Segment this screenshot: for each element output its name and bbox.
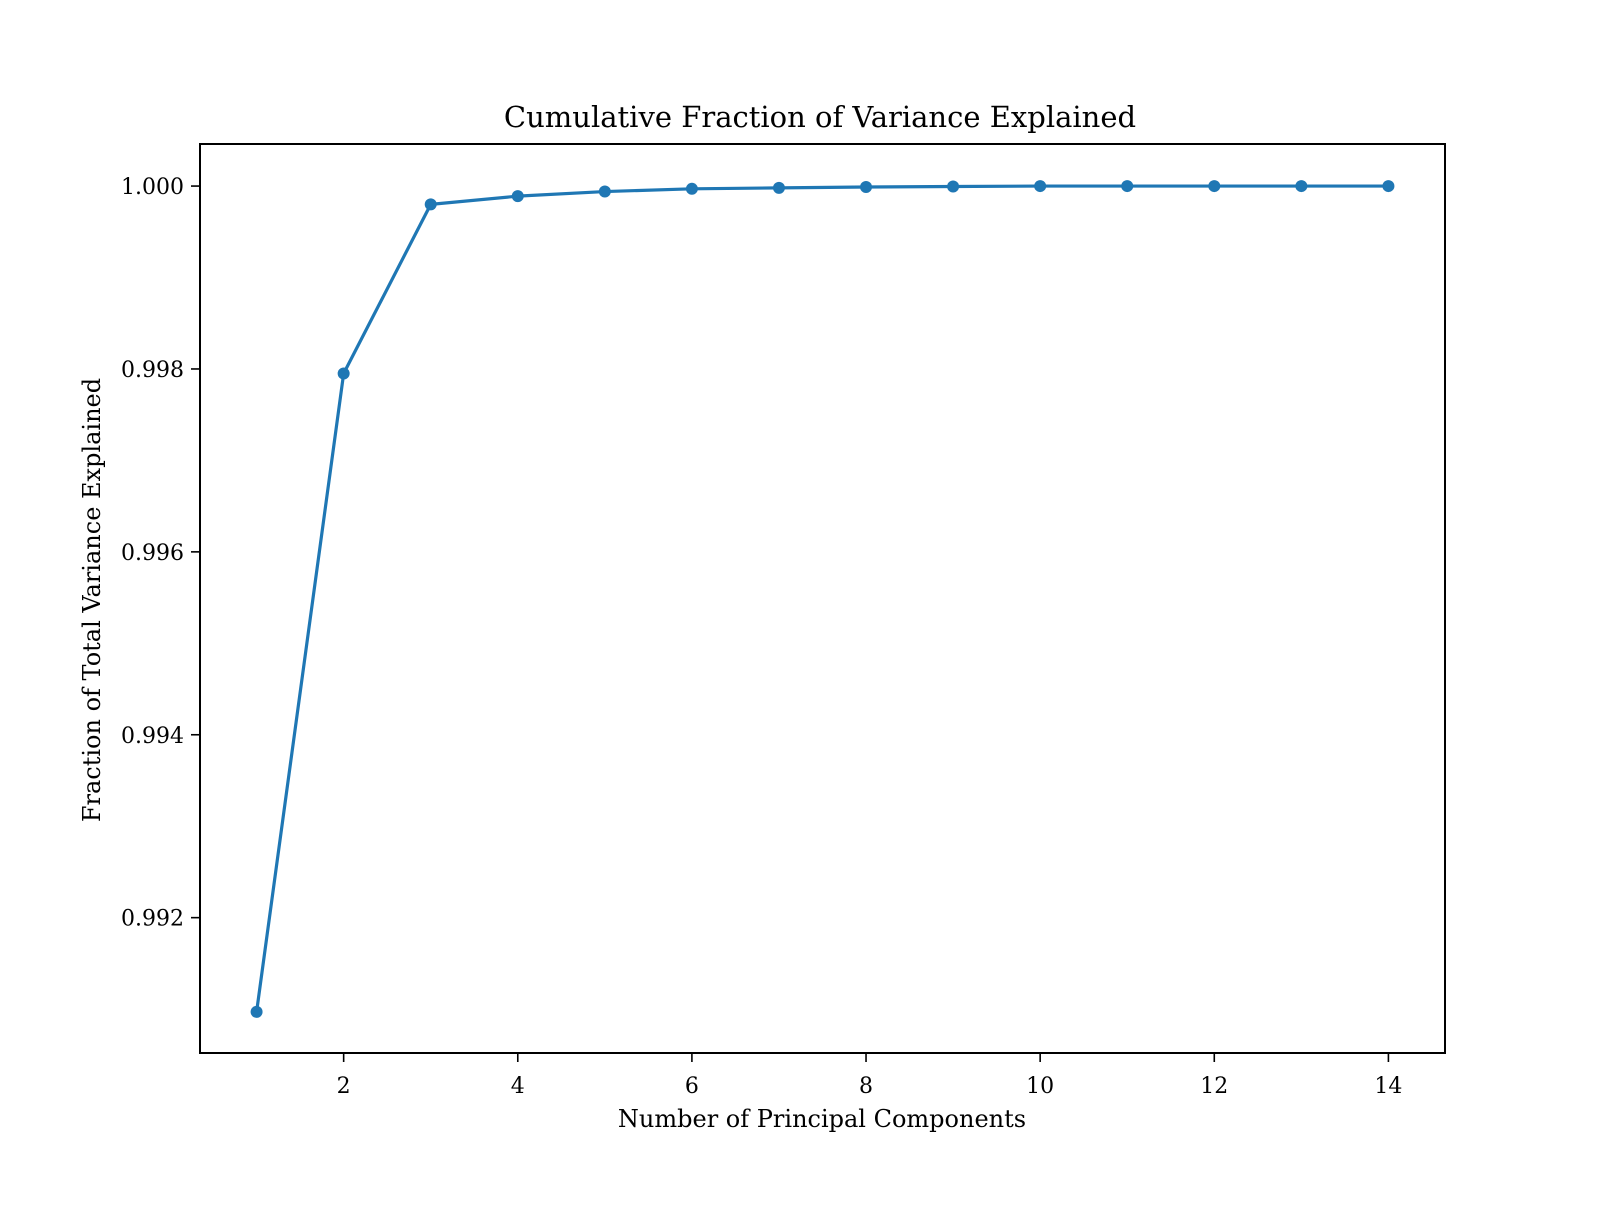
data-point [598, 185, 611, 198]
data-point [1382, 180, 1395, 193]
data-point [1208, 180, 1221, 193]
data-point [860, 180, 873, 193]
data-point [947, 180, 960, 193]
data-point [685, 182, 698, 195]
y-tick-label: 1.000 [121, 175, 184, 200]
y-axis-label: Fraction of Total Variance Explained [78, 378, 106, 822]
data-point [1295, 180, 1308, 193]
x-tick-label: 4 [511, 1074, 525, 1099]
axis-ticks: 2 4 6 8 10 12 14 0.992 0.994 0.996 0.998 1.000 [121, 175, 1402, 1099]
data-point [424, 198, 437, 211]
x-tick-label: 12 [1200, 1074, 1228, 1099]
y-tick-label: 0.996 [121, 541, 184, 566]
plot-frame [199, 143, 1446, 1054]
x-tick-label: 6 [685, 1074, 699, 1099]
y-tick-label: 0.992 [121, 907, 184, 932]
series-line [255, 184, 1389, 1013]
data-point [1034, 180, 1047, 193]
y-tick-label: 0.998 [121, 358, 184, 383]
data-point [772, 181, 785, 194]
data-point [337, 367, 350, 380]
data-point [250, 1005, 263, 1018]
x-tick-label: 14 [1374, 1074, 1402, 1099]
y-tick-label: 0.994 [121, 724, 184, 749]
x-tick-label: 8 [859, 1074, 873, 1099]
data-point [1121, 180, 1134, 193]
chart-title: Cumulative Fraction of Variance Explaine… [504, 100, 1136, 134]
x-tick-label: 2 [337, 1074, 351, 1099]
data-point [511, 190, 524, 203]
x-tick-label: 10 [1026, 1074, 1054, 1099]
x-axis-label: Number of Principal Components [618, 1105, 1026, 1133]
data-series [250, 180, 1395, 1018]
